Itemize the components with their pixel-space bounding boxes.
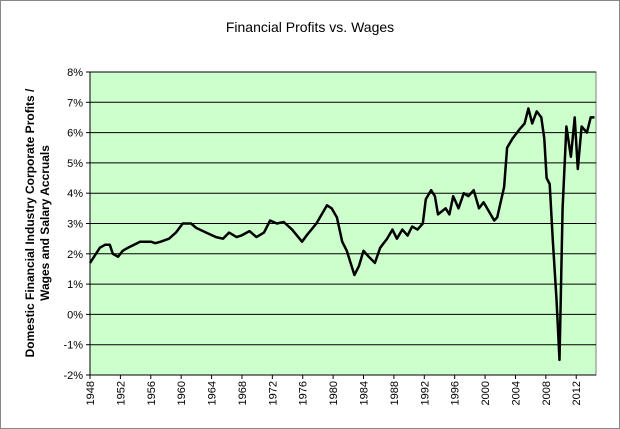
- y-tick-label: -2%: [63, 370, 83, 382]
- x-tick-label: 1996: [450, 381, 462, 405]
- y-axis-label: Domestic Financial Industry Corporate Pr…: [23, 88, 37, 357]
- x-tick-label: 2012: [571, 381, 583, 405]
- x-tick-label: 2004: [510, 381, 522, 405]
- x-tick-label: 1992: [419, 381, 431, 405]
- x-tick-label: 2008: [541, 381, 553, 405]
- x-tick-label: 2000: [480, 381, 492, 405]
- x-tick-label: 1968: [237, 381, 249, 405]
- y-tick-label: 6%: [67, 128, 83, 140]
- y-tick-label: 3%: [67, 219, 83, 231]
- data-line: [88, 107, 595, 362]
- y-tick-label: 8%: [67, 67, 83, 79]
- x-tick-label: 1980: [328, 381, 340, 405]
- x-tick-label: 1956: [146, 381, 158, 405]
- y-tick-label: 2%: [67, 249, 83, 261]
- x-tick-label: 1988: [389, 381, 401, 405]
- y-axis-label: Wages and Salary Accruals: [38, 145, 52, 301]
- y-tick-label: 1%: [67, 279, 83, 291]
- y-tick-label: -1%: [63, 340, 83, 352]
- x-tick-label: 1984: [359, 381, 371, 405]
- x-tick-label: 1972: [267, 381, 279, 405]
- chart-title: Financial Profits vs. Wages: [226, 19, 394, 35]
- x-tick-label: 1976: [298, 381, 310, 405]
- x-tick-label: 1964: [207, 381, 219, 405]
- y-tick-label: 7%: [67, 97, 83, 109]
- x-tick-label: 1960: [176, 381, 188, 405]
- x-tick-label: 1948: [85, 381, 97, 405]
- y-tick-label: 5%: [67, 158, 83, 170]
- y-tick-label: 0%: [67, 309, 83, 321]
- y-tick-label: 4%: [67, 188, 83, 200]
- x-tick-label: 1952: [115, 381, 127, 405]
